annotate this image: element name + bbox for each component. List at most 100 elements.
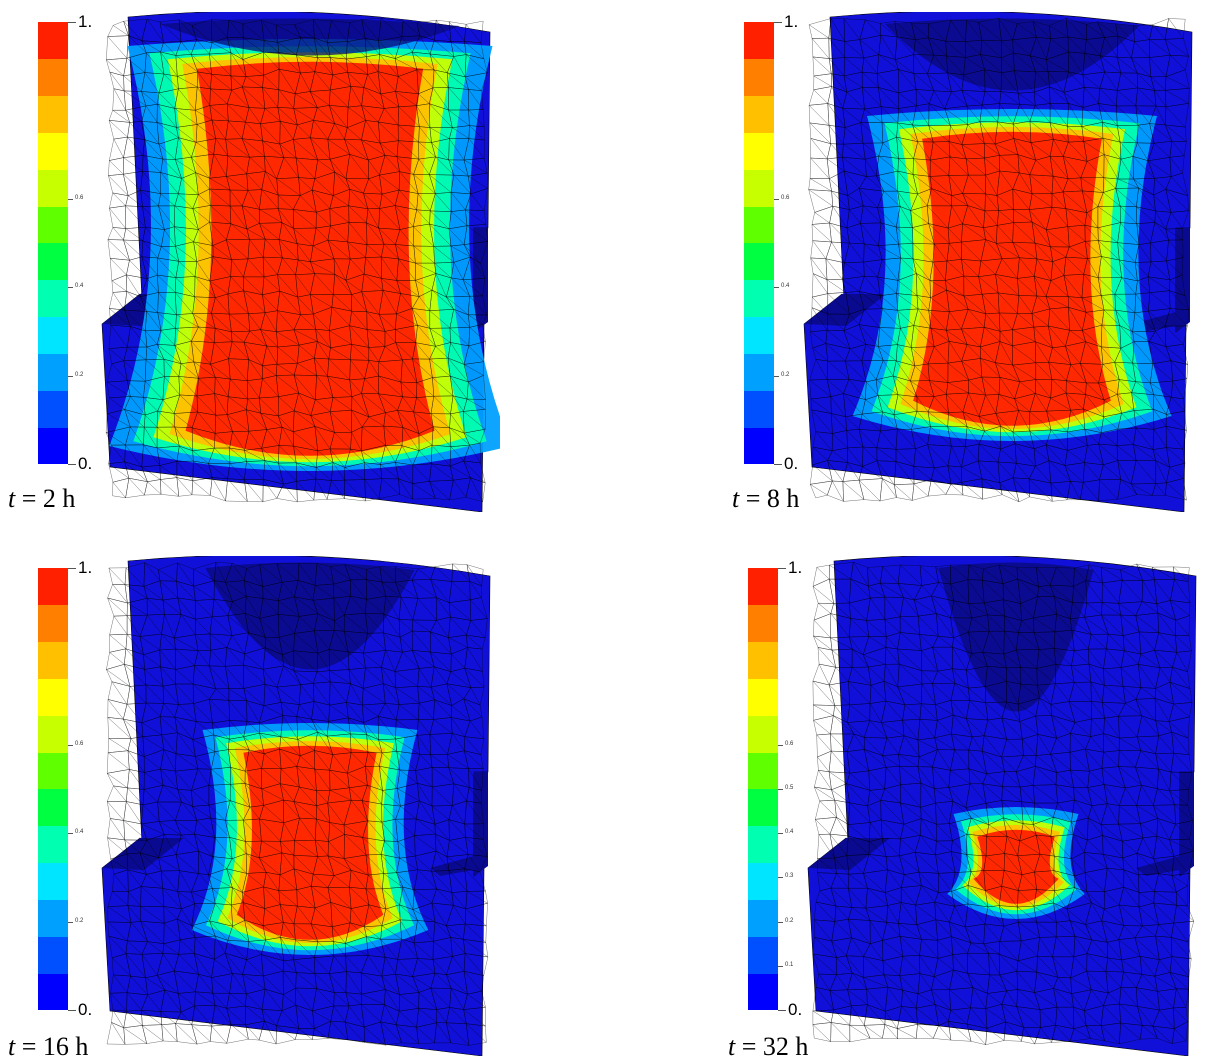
colorbar-segment: [744, 316, 774, 354]
colorbar-tick: [774, 22, 782, 23]
colorbar-tick-label: 0.6: [785, 740, 794, 747]
colorbar-segment: [744, 353, 774, 391]
colorbar-segment: [38, 279, 68, 318]
casting-block: [803, 12, 1193, 512]
panel-t-8h: 1. 0. 0.6 0.4 0.2 t = 8 h: [606, 0, 1212, 532]
colorbar-segment: [38, 678, 68, 716]
fe-mesh: [811, 561, 1195, 1046]
colorbar-tick-label: 0.: [788, 1000, 803, 1019]
colorbar-segment: [38, 390, 68, 428]
liquid-fraction-band: [913, 131, 1111, 426]
colorbar-tick-label: 0.4: [781, 283, 790, 290]
colorbar-tick-label: 0.4: [785, 829, 794, 836]
colorbar-tick-label: 0.6: [781, 194, 790, 201]
casting-block: [101, 556, 491, 1056]
colorbar-segment: [744, 390, 774, 428]
colorbar: 1. 0. 0.6 0.4 0.2: [38, 12, 92, 473]
colorbar-tick: [774, 287, 779, 289]
colorbar-tick: [778, 833, 783, 835]
colorbar: 1. 0. 0.6 0.4 0.2: [38, 558, 92, 1019]
colorbar-tick: [68, 833, 73, 835]
colorbar-tick: [68, 1010, 76, 1011]
colorbar-tick: [68, 198, 73, 200]
colorbar-segment: [38, 132, 68, 170]
time-caption: t = 2 h: [8, 484, 76, 513]
colorbar-tick: [774, 198, 779, 200]
colorbar-tick-label: 0.3: [785, 873, 794, 880]
colorbar-segment: [744, 279, 774, 318]
colorbar-tick-label: 1.: [78, 558, 93, 577]
colorbar-segment: [38, 95, 68, 133]
colorbar-tick: [68, 744, 73, 746]
colorbar-segment: [38, 789, 68, 827]
colorbar-tick: [68, 568, 76, 569]
shrinkage-cavity: [205, 562, 415, 670]
mold-shoulder-left: [808, 838, 890, 870]
colorbar-segment: [748, 604, 778, 643]
colorbar-segment: [38, 22, 68, 60]
colorbar-tick: [778, 877, 783, 879]
colorbar-segment: [38, 568, 68, 606]
mold-shoulder-right: [1132, 312, 1186, 332]
colorbar-segment: [748, 568, 778, 606]
colorbar-segment: [38, 715, 68, 753]
colorbar-segment: [38, 825, 68, 864]
colorbar-tick-label: 0.4: [75, 829, 84, 836]
colorbar-tick: [778, 744, 783, 746]
time-caption: t = 32 h: [728, 1032, 809, 1061]
colorbar-segment: [748, 899, 778, 937]
liquid-fraction-band: [236, 745, 384, 940]
colorbar-segment: [744, 427, 774, 465]
colorbar-segment: [38, 604, 68, 643]
colorbar-segment: [744, 243, 774, 281]
colorbar-segment: [38, 316, 68, 354]
colorbar-segment: [38, 353, 68, 391]
panel-t-2h: 1. 0. 0.6 0.4 0.2 t = 2 h: [0, 0, 606, 532]
colorbar-segment: [744, 132, 774, 170]
casting-block: [101, 12, 500, 512]
colorbar-segment: [748, 641, 778, 679]
fe-mesh: [807, 17, 1190, 503]
mold-shoulder-left: [102, 838, 184, 870]
colorbar-segment: [38, 243, 68, 281]
shrinkage-cavity: [885, 18, 1139, 91]
colorbar-segment: [38, 169, 68, 207]
colorbar-segment: [744, 95, 774, 133]
colorbar-tick-label: 1.: [784, 12, 799, 31]
colorbar-segment: [748, 825, 778, 864]
colorbar-tick-label: 0.4: [75, 283, 84, 290]
colorbar-segment: [748, 973, 778, 1011]
colorbar: 1. 0. 0.6 0.4 0.2: [744, 12, 798, 473]
fe-mesh: [105, 17, 489, 503]
colorbar-segment: [38, 936, 68, 974]
colorbar-segment: [748, 789, 778, 827]
panel-t-16h: 1. 0. 0.6 0.4 0.2 t = 16 h: [0, 532, 606, 1064]
colorbar-segment: [744, 58, 774, 97]
colorbar-tick: [68, 287, 73, 289]
colorbar-tick: [774, 375, 779, 377]
colorbar-tick-label: 0.6: [75, 194, 84, 201]
liquid-fraction-band: [973, 829, 1059, 904]
colorbar-tick: [68, 921, 73, 923]
colorbar: 1. 0. 0.6 0.5 0.4 0.3 0.2 0.1: [748, 558, 802, 1019]
colorbar-tick-label: 1.: [788, 558, 803, 577]
colorbar-segment: [748, 862, 778, 900]
colorbar-tick: [68, 464, 76, 465]
colorbar-tick: [778, 921, 783, 923]
colorbar-segment: [748, 936, 778, 974]
colorbar-segment: [38, 427, 68, 465]
panel-t-32h: 1. 0. 0.6 0.5 0.4 0.3 0.2 0.1 t = 32 h: [606, 532, 1212, 1064]
colorbar-tick-label: 0.: [784, 454, 799, 473]
mold-side-face: [474, 228, 488, 332]
mold-body: [807, 556, 1197, 1056]
colorbar-tick-label: 1.: [78, 12, 93, 31]
colorbar-segment: [38, 899, 68, 937]
colorbar-segment: [38, 752, 68, 790]
colorbar-segment: [748, 752, 778, 790]
colorbar-segment: [38, 206, 68, 244]
colorbar-tick-label: 0.2: [75, 371, 84, 378]
colorbar-tick: [778, 568, 786, 569]
time-caption: t = 16 h: [8, 1032, 89, 1061]
colorbar-segment: [38, 862, 68, 900]
colorbar-segment: [748, 715, 778, 753]
